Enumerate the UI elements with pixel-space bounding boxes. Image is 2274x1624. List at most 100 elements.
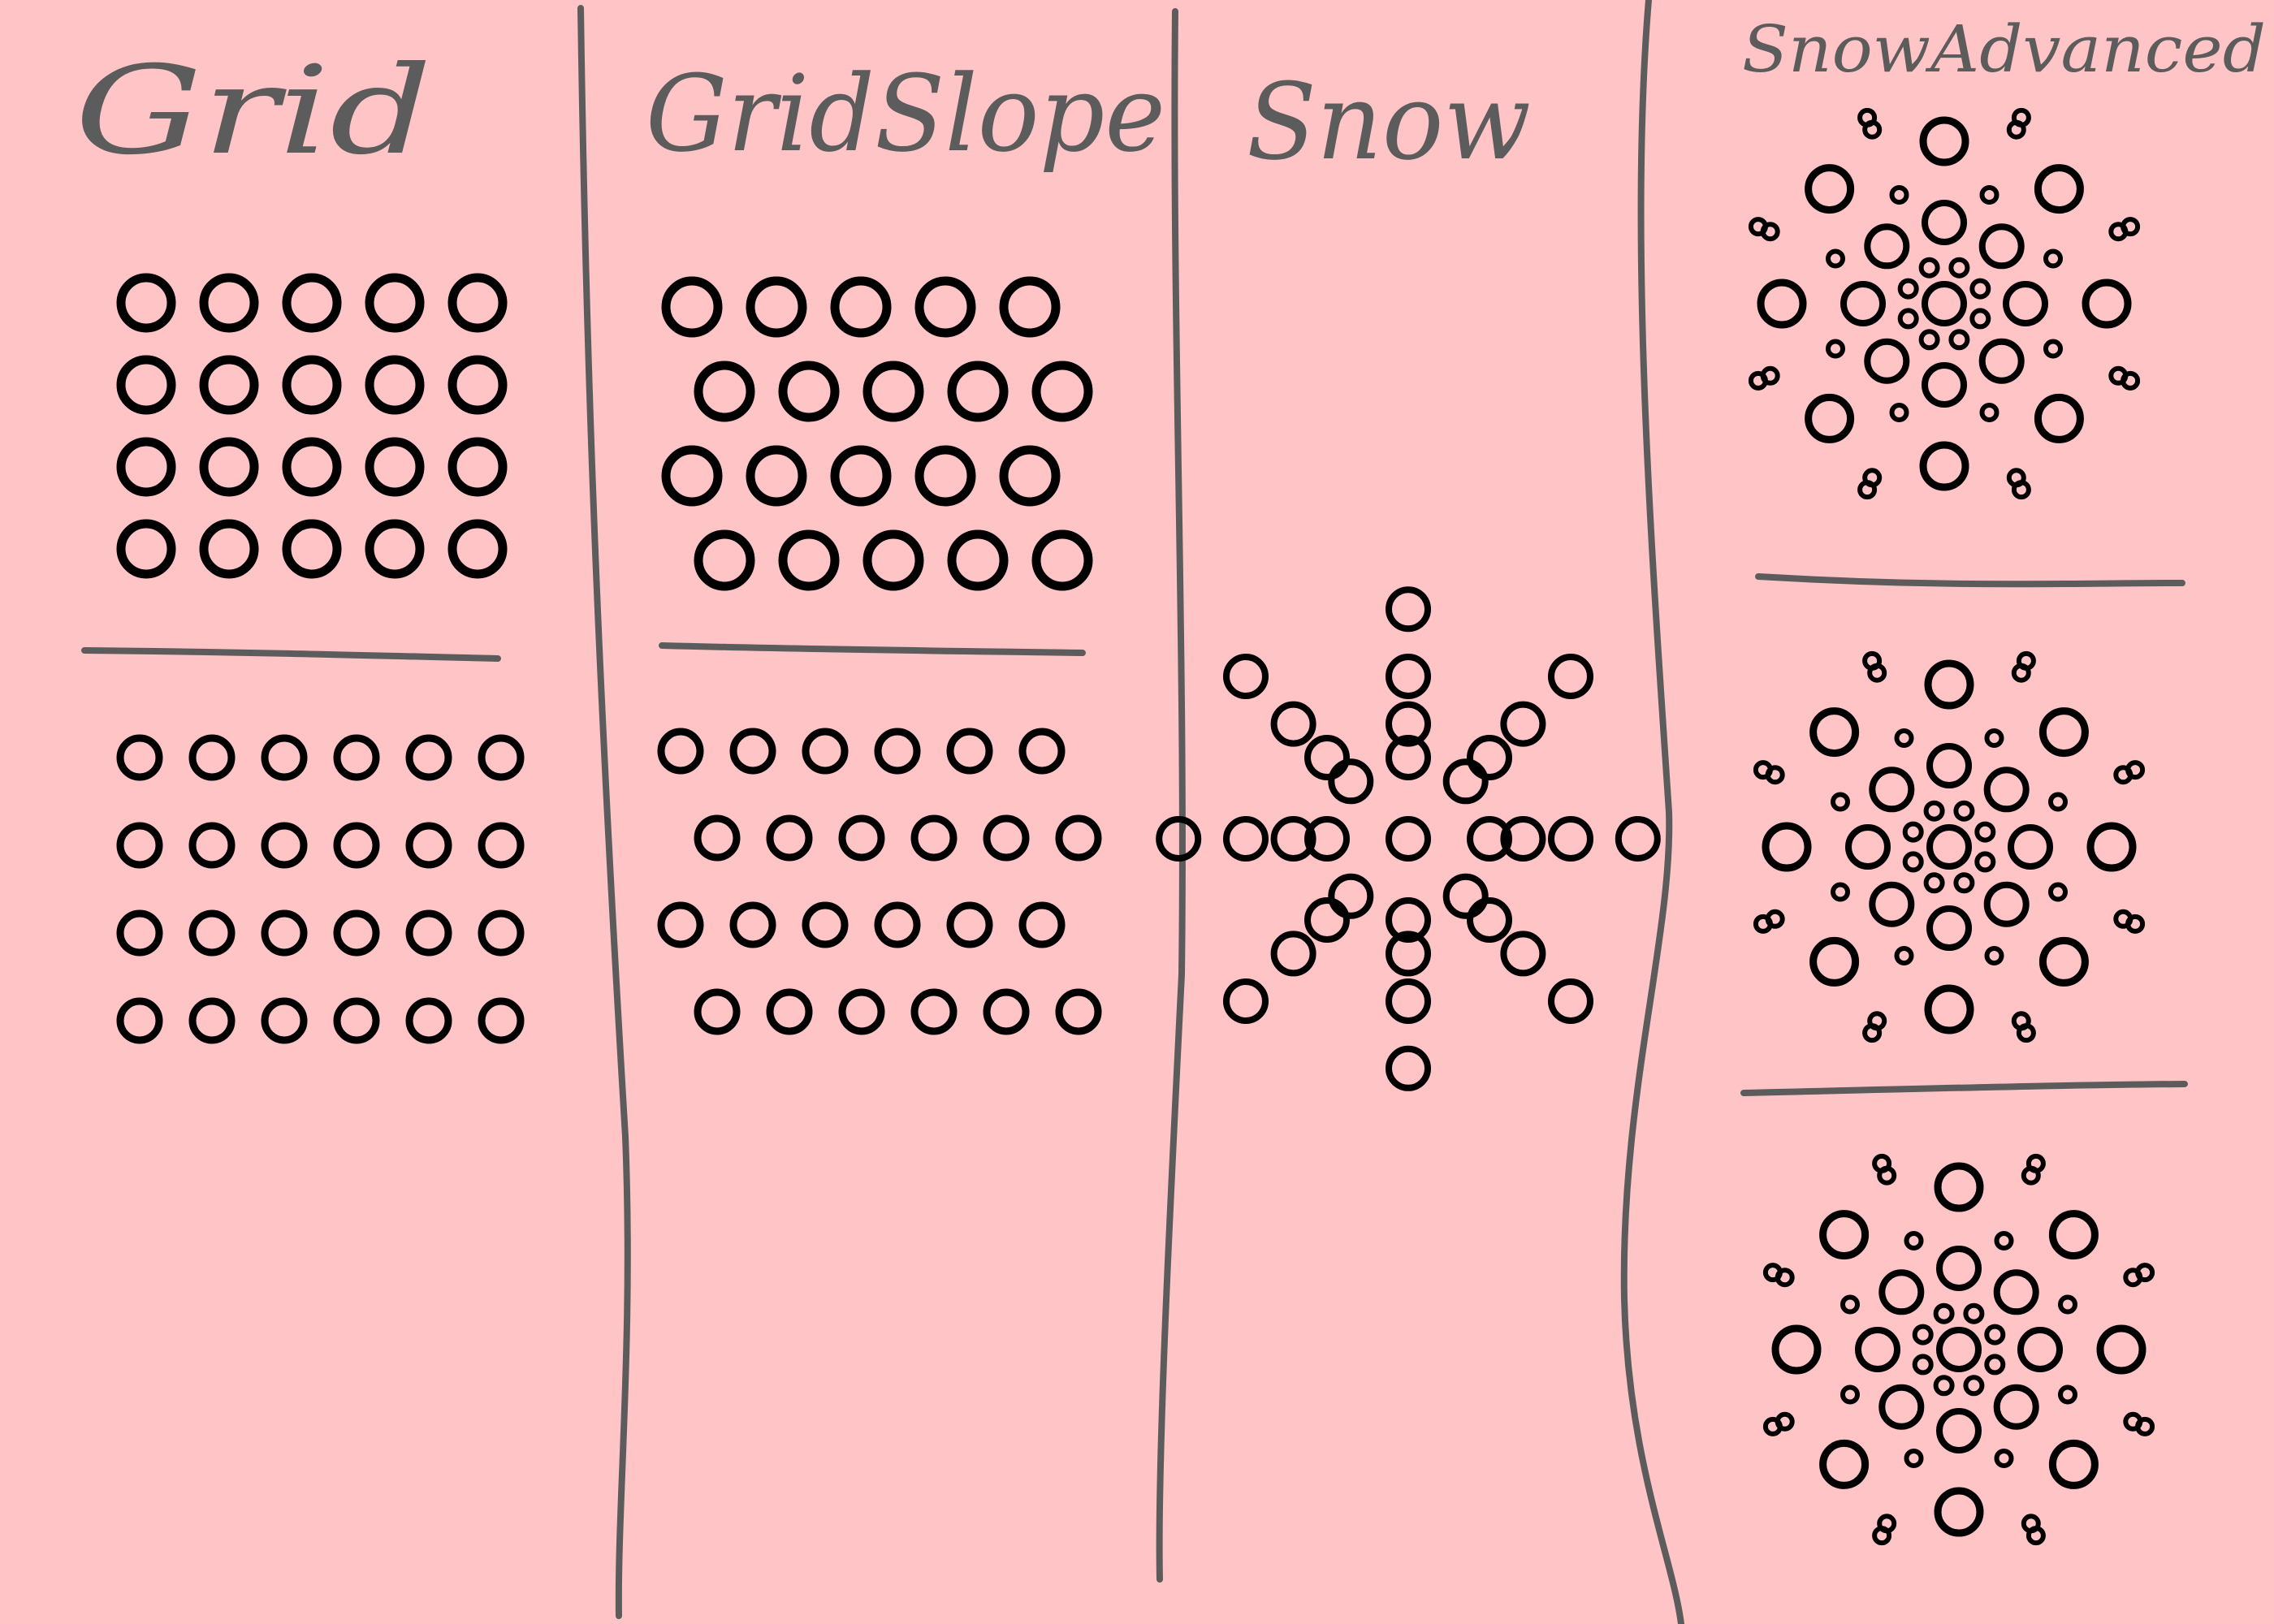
circle <box>1872 1153 1892 1173</box>
circle <box>2011 107 2031 127</box>
circle <box>1984 1354 2006 1376</box>
snowadvanced-pattern-1 <box>1748 107 2141 500</box>
circle <box>1979 403 1999 422</box>
circle <box>1919 441 1969 491</box>
circle <box>1889 403 1909 422</box>
circle <box>1840 1384 1860 1405</box>
circle <box>1978 223 2025 270</box>
circle <box>999 276 1061 338</box>
circle <box>1902 851 1924 873</box>
circle <box>1328 873 1374 919</box>
circle <box>1615 816 1661 862</box>
circle <box>282 437 342 497</box>
circle <box>1889 185 1909 205</box>
circle <box>1840 281 1886 326</box>
circle <box>2017 1327 2063 1372</box>
circle <box>1897 308 1919 330</box>
circle <box>199 437 259 497</box>
circle <box>1878 1269 1925 1315</box>
circle <box>2125 760 2146 780</box>
column-divider-1 <box>577 5 631 1619</box>
circle <box>1442 758 1489 805</box>
circle <box>874 901 921 948</box>
circle <box>116 734 163 781</box>
circle <box>333 909 380 957</box>
circle <box>1826 339 1845 359</box>
circle <box>1467 897 1512 943</box>
circle <box>661 445 723 507</box>
circle <box>802 728 849 775</box>
circle <box>282 273 342 333</box>
circle <box>1924 659 1974 710</box>
column-title-gridslope: GridSlope <box>646 52 1165 175</box>
circle <box>746 445 807 507</box>
circle <box>802 901 849 948</box>
circle <box>365 519 425 579</box>
circle <box>188 997 236 1044</box>
grid-large-circles <box>116 273 508 579</box>
circle <box>1831 882 1850 902</box>
circle <box>1500 931 1546 977</box>
circle <box>1386 931 1431 977</box>
circle <box>1969 308 1991 330</box>
circle <box>2038 936 2089 987</box>
circle <box>1304 816 1350 862</box>
circle <box>282 519 342 579</box>
circle <box>766 814 813 862</box>
circle <box>116 822 163 869</box>
snowadvanced-separator-1 <box>1755 573 2185 588</box>
circle <box>983 988 1030 1035</box>
circle <box>1156 816 1202 862</box>
circle <box>1762 822 1812 872</box>
circle <box>914 445 976 507</box>
circle <box>947 529 1009 591</box>
circle <box>1894 946 1914 965</box>
circle <box>1912 1354 1934 1376</box>
circle <box>1904 1449 1924 1468</box>
circle <box>1902 821 1924 843</box>
circle <box>2043 248 2063 269</box>
circle <box>1826 248 1845 269</box>
circle <box>1926 905 1972 951</box>
circle <box>1862 1023 1883 1043</box>
circle <box>2003 281 2048 326</box>
circle <box>1819 1210 1870 1260</box>
circle <box>2034 164 2084 214</box>
circle <box>1548 654 1593 699</box>
circle <box>999 445 1061 507</box>
circle <box>947 361 1009 422</box>
circle <box>261 997 308 1044</box>
circle <box>1805 393 1855 443</box>
circle <box>778 529 840 591</box>
circle <box>1031 361 1093 422</box>
circle <box>2125 914 2146 934</box>
snowadvanced-pattern-3 <box>1762 1153 2155 1546</box>
circle <box>478 997 525 1044</box>
circle <box>447 273 508 333</box>
circle <box>1857 480 1878 500</box>
circle <box>2048 882 2068 902</box>
circle <box>874 728 921 775</box>
circle <box>1912 1324 1934 1345</box>
circle <box>1948 329 1970 351</box>
circle <box>478 822 525 869</box>
circle <box>1953 872 1975 894</box>
circle <box>1984 1324 2006 1345</box>
circle <box>1055 814 1102 862</box>
circle <box>199 519 259 579</box>
circle <box>478 734 525 781</box>
circle <box>1923 800 1945 822</box>
circle <box>1864 338 1910 384</box>
circle <box>694 988 741 1035</box>
circle <box>1757 279 1807 329</box>
circle <box>1993 1384 2039 1430</box>
circle <box>1933 1375 1955 1397</box>
circle <box>910 814 958 862</box>
circle <box>1223 978 1269 1024</box>
circle <box>1862 650 1883 671</box>
circle <box>1748 370 1768 391</box>
circle <box>657 901 704 948</box>
column-title-snow: Snow <box>1247 60 1531 184</box>
circle <box>2016 650 2036 671</box>
circle <box>1500 701 1546 747</box>
